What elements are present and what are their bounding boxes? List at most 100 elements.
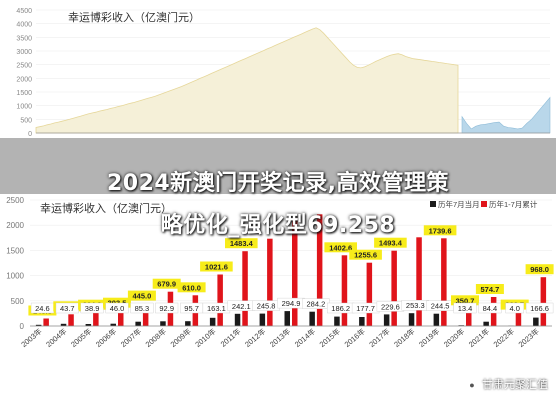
month-data-label: 24.6 [35, 304, 50, 313]
x-tick-label: 2016年 [342, 326, 367, 350]
legend-swatch-month [430, 201, 436, 207]
x-tick-label: 2015年 [317, 326, 342, 350]
x-tick-label: 2008年 [143, 326, 168, 350]
cumulative-data-label: 968.0 [530, 265, 549, 274]
cumulative-data-label: 350.7 [456, 296, 475, 305]
bar-cumulative [93, 312, 99, 326]
month-label-bg [505, 302, 525, 314]
x-tick-label: 2006年 [93, 326, 118, 350]
x-tick-label: 2009年 [168, 326, 193, 350]
bar-cumulative [292, 217, 298, 326]
bar-cumulative [142, 303, 149, 326]
area-chart: 4500 4000 3500 3000 2500 2000 1500 1000 500 0 [16, 8, 551, 138]
bar-y-tick: 500 [11, 297, 25, 306]
bar-cumulative [391, 250, 397, 326]
area-chart-panel: 幸运博彩收入（亿澳门元） 4500 4000 3500 3000 2500 2000 150… [0, 0, 556, 140]
month-label-bg [155, 302, 179, 314]
month-data-label: 163.1 [207, 304, 226, 313]
cumulative-label-bg [349, 249, 382, 260]
x-tick-label: 2013年 [267, 326, 292, 350]
bar-month [110, 323, 116, 326]
x-tick-label: 2014年 [292, 326, 317, 350]
area-series-covid-fill [461, 96, 551, 134]
cumulative-label-bg [152, 278, 181, 289]
bar-y-tick: 1500 [6, 246, 24, 255]
bar-cumulative [466, 308, 472, 326]
x-tick-label: 2010年 [193, 326, 218, 350]
cumulative-data-label: 1739.6 [429, 226, 452, 235]
cumulative-data-label: 1483.4 [230, 239, 254, 248]
bar-month [483, 321, 489, 326]
watermark: ● 甘肃元聚汇值 [465, 376, 548, 392]
bar-y-tick: 2500 [6, 196, 24, 205]
x-tick-label: 2012年 [242, 326, 267, 350]
cumulative-label-bg [225, 238, 258, 249]
month-data-label: 186.2 [331, 304, 350, 313]
x-tick-label: 2022年 [491, 326, 516, 350]
cumulative-label-bg [475, 284, 504, 294]
month-label-bg [80, 302, 104, 314]
bar-month [160, 321, 166, 326]
x-tick-label: 2023年 [516, 326, 541, 350]
month-data-label: 294.9 [282, 299, 301, 308]
month-label-bg [105, 302, 129, 314]
area-y-tick: 1500 [16, 90, 32, 97]
bar-month [234, 313, 241, 326]
bar-month [284, 311, 290, 326]
month-label-bg [525, 302, 554, 314]
legend-swatch-cumulative [481, 201, 487, 207]
cumulative-data-label: 574.7 [481, 285, 500, 294]
cumulative-data-label: 1493.4 [379, 239, 403, 248]
bar-cumulative [366, 262, 373, 326]
watermark-text: 甘肃元聚汇值 [482, 378, 548, 391]
cumulative-label-bg [423, 225, 457, 236]
headline-line-2: 略优化_强化型69.258 [160, 213, 396, 238]
cumulative-label-bg [200, 261, 233, 272]
area-y-tick: 2000 [16, 76, 32, 83]
bar-cumulative [217, 274, 223, 326]
month-data-label: 13.4 [458, 304, 473, 313]
bar-month [359, 317, 365, 326]
bar-chart: 25002000150010005000历年7月当月历年1-7月累计148.32… [6, 196, 554, 350]
headline-line-1: 2024新澳门开奖记录,高效管理策 [106, 171, 450, 196]
month-data-label: 244.5 [431, 302, 450, 311]
legend-label-cumulative: 历年1-7月累计 [489, 199, 538, 209]
bar-month [85, 324, 92, 326]
month-data-label: 85.3 [135, 304, 150, 313]
month-data-label: 166.6 [530, 304, 549, 313]
month-data-label: 92.9 [159, 304, 174, 313]
month-data-label: 284.2 [307, 300, 326, 309]
month-data-label: 245.8 [257, 302, 276, 311]
bar-month [533, 317, 539, 326]
area-y-tick: 3000 [16, 49, 32, 56]
area-chart-title: 幸运博彩收入（亿澳门元） [68, 11, 200, 24]
x-tick-label: 2021年 [466, 326, 491, 350]
bar-cumulative [242, 251, 248, 326]
area-series-fill [35, 27, 459, 134]
bar-y-tick: 2000 [6, 221, 24, 230]
bar-month [309, 311, 315, 326]
cumulative-label-bg [103, 297, 131, 308]
cumulative-data-label: 1402.6 [329, 243, 352, 252]
bar-month [433, 313, 440, 326]
bar-cumulative [267, 238, 273, 326]
bar-month [35, 324, 42, 326]
bar-chart-panel: 幸运博彩收入（亿澳门元） 2500 2000 1500 1000 500 0 历年7月当月历… [0, 190, 556, 400]
area-y-tick: 4000 [16, 22, 32, 29]
cumulative-label-bg [451, 295, 479, 306]
area-y-tick: 3500 [16, 35, 32, 42]
cumulative-data-label: 445.0 [133, 292, 152, 301]
area-y-tick: 2500 [16, 63, 32, 70]
area-y-tick: 500 [20, 117, 32, 124]
bar-month [334, 316, 340, 326]
bar-y-tick: 0 [20, 322, 25, 331]
cumulative-label-bg [127, 290, 156, 301]
month-data-label: 242.1 [232, 302, 251, 311]
x-tick-label: 2017年 [367, 326, 392, 350]
month-data-label: 4.0 [509, 304, 519, 313]
x-tick-label: 2004年 [44, 326, 69, 350]
area-y-tick: 1000 [16, 104, 32, 111]
bar-cumulative [341, 255, 348, 326]
bar-cumulative [43, 318, 49, 326]
cumulative-data-label: 610.0 [182, 283, 201, 292]
